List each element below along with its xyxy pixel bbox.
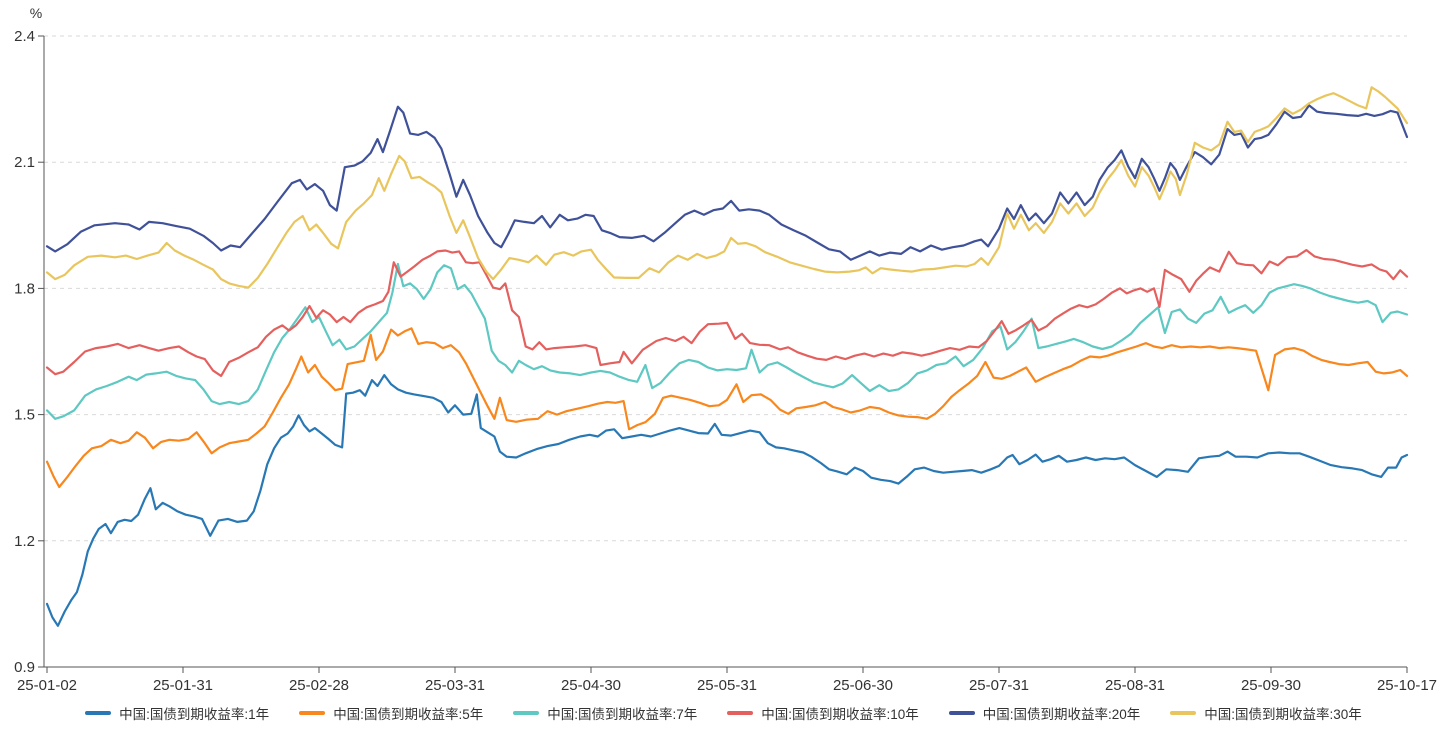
- legend-label: 中国:国债到期收益率:5年: [333, 707, 484, 722]
- y-tick-label: 1.2: [14, 533, 35, 550]
- x-tick-label: 25-01-31: [153, 677, 213, 694]
- x-tick-label: 25-02-28: [289, 677, 349, 694]
- legend-swatch-icon: [727, 711, 754, 715]
- x-tick-label: 25-10-17: [1377, 677, 1437, 694]
- legend-item[interactable]: 中国:国债到期收益率:20年: [948, 703, 1141, 723]
- legend-label: 中国:国债到期收益率:7年: [547, 707, 698, 722]
- x-tick-label: 25-09-30: [1241, 677, 1301, 694]
- series-line-2: [45, 327, 1409, 489]
- line-chart-canvas[interactable]: % 2.4 2.1 1.8 1.5 1.2 0.925-01-02 25-01-31 25-02…: [0, 0, 1447, 697]
- x-tick-label: 25-03-31: [425, 677, 485, 694]
- x-tick-label: 25-08-31: [1105, 677, 1165, 694]
- series-line-4: [45, 249, 1409, 377]
- series-line-1: [45, 374, 1409, 627]
- legend-item[interactable]: 中国:国债到期收益率:10年: [727, 703, 919, 723]
- x-tick-label: 25-01-02: [17, 677, 77, 694]
- x-tick-label: 25-04-30: [561, 677, 621, 694]
- y-axis-unit-label: %: [30, 5, 42, 21]
- legend-label: 中国:国债到期收益率:20年: [982, 707, 1141, 722]
- bond-yield-chart: % 2.4 2.1 1.8 1.5 1.2 0.9 25-01-02 25-01-31 25-02…: [0, 0, 1447, 697]
- legend-label: 中国:国债到期收益率:30年: [1204, 707, 1362, 722]
- series-line-5: [45, 104, 1409, 261]
- series-line-3: [45, 262, 1409, 420]
- series-line-6: [45, 86, 1409, 289]
- y-tick-label: 2.4: [14, 28, 35, 45]
- legend-label: 中国:国债到期收益率:10年: [761, 707, 919, 722]
- y-tick-label: 1.5: [14, 407, 35, 424]
- legend-item[interactable]: 中国:国债到期收益率:7年: [513, 703, 697, 723]
- y-tick-label: 0.9: [14, 659, 35, 676]
- legend-item[interactable]: 中国:国债到期收益率:30年: [1170, 703, 1362, 723]
- chart-legend: 中国:国债到期收益率:1年 中国:国债到期收益率:5年 中国:国债到期收益率:7年 中…: [0, 697, 1447, 729]
- legend-swatch-icon: [513, 711, 540, 715]
- legend-label: 中国:国债到期收益率:1年: [119, 707, 270, 722]
- legend-swatch-icon: [85, 711, 112, 715]
- legend-swatch-icon: [948, 711, 975, 715]
- y-tick-label: 2.1: [14, 154, 35, 171]
- x-tick-label: 25-07-31: [969, 677, 1029, 694]
- legend-swatch-icon: [1170, 711, 1197, 715]
- x-tick-label: 25-06-30: [833, 677, 893, 694]
- legend-item[interactable]: 中国:国债到期收益率:1年: [85, 703, 269, 723]
- y-tick-label: 1.8: [14, 280, 35, 297]
- legend-item[interactable]: 中国:国债到期收益率:5年: [299, 703, 483, 723]
- x-tick-label: 25-05-31: [697, 677, 757, 694]
- legend-swatch-icon: [299, 711, 326, 715]
